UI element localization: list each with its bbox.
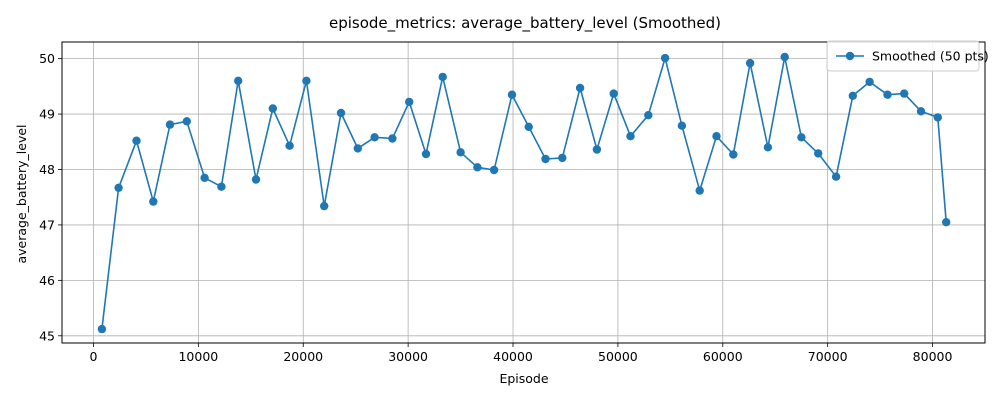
x-tick-label: 40000 (493, 349, 533, 364)
legend-label: Smoothed (50 pts) (872, 49, 989, 64)
chart-title: episode_metrics: average_battery_level (… (329, 14, 721, 33)
data-point (558, 153, 567, 163)
data-point (421, 149, 431, 159)
data-point (388, 134, 397, 143)
data-point (592, 145, 602, 154)
y-axis-label: average_battery_level (14, 124, 29, 263)
data-point (405, 97, 414, 107)
y-axis-ticks: 45 46 47 48 49 50 (39, 51, 62, 343)
data-point (848, 91, 857, 101)
data-point (268, 104, 277, 113)
data-point (473, 163, 482, 172)
x-tick-label: 10000 (178, 349, 218, 364)
data-point (831, 172, 841, 181)
data-point (114, 183, 123, 192)
data-point (456, 148, 465, 157)
legend-box (826, 40, 980, 72)
data-point (541, 154, 550, 164)
y-tick-label: 46 (39, 273, 55, 288)
y-tick-label: 45 (39, 328, 55, 343)
data-point (916, 107, 926, 116)
x-tick-label: 70000 (808, 349, 848, 364)
data-point (320, 201, 329, 211)
legend: Smoothed (50 pts) (826, 40, 989, 72)
data-point (695, 186, 704, 195)
x-axis-label: Episode (499, 371, 548, 386)
data-point (780, 52, 789, 62)
y-tick-label: 48 (39, 162, 55, 177)
data-point (489, 165, 499, 175)
data-point (97, 324, 107, 334)
data-point (942, 218, 951, 227)
data-point (626, 132, 635, 141)
data-point (438, 72, 447, 82)
data-point (933, 113, 942, 122)
x-tick-label: 50000 (598, 349, 638, 364)
data-point (712, 132, 721, 141)
data-point (609, 89, 618, 98)
x-tick-label: 80000 (913, 349, 953, 364)
data-point (132, 136, 141, 145)
x-axis-ticks: 0 10000 20000 30000 40000 50000 60000 70000 8000… (89, 343, 952, 364)
data-point (370, 133, 379, 142)
data-point (763, 143, 773, 152)
data-point (745, 58, 755, 68)
data-point (149, 197, 158, 206)
data-point (729, 150, 738, 159)
data-point (575, 83, 585, 93)
series-layer (97, 52, 951, 334)
data-point (814, 149, 823, 158)
data-point (644, 111, 653, 120)
data-point (797, 133, 806, 142)
data-point (200, 173, 209, 182)
data-point (182, 117, 191, 126)
data-point (285, 141, 294, 150)
y-tick-label: 50 (39, 51, 55, 66)
plot-frame (61, 41, 986, 344)
data-point (660, 53, 670, 63)
data-point (353, 144, 362, 153)
data-point (165, 120, 175, 129)
data-point (302, 76, 311, 86)
x-tick-label: 20000 (283, 349, 323, 364)
data-point (217, 182, 226, 191)
data-point (865, 77, 874, 87)
data-point (251, 175, 261, 184)
x-tick-label: 30000 (388, 349, 428, 364)
x-tick-label: 60000 (703, 349, 743, 364)
x-tick-label: 0 (89, 349, 97, 364)
data-point (507, 90, 517, 99)
data-point (883, 90, 892, 99)
data-point (336, 108, 346, 118)
data-point (524, 122, 533, 131)
data-point (677, 121, 687, 130)
data-point (234, 76, 243, 86)
legend-marker-swatch (845, 51, 855, 61)
data-point (900, 89, 909, 98)
y-tick-label: 47 (39, 217, 55, 232)
y-tick-label: 49 (39, 107, 55, 122)
